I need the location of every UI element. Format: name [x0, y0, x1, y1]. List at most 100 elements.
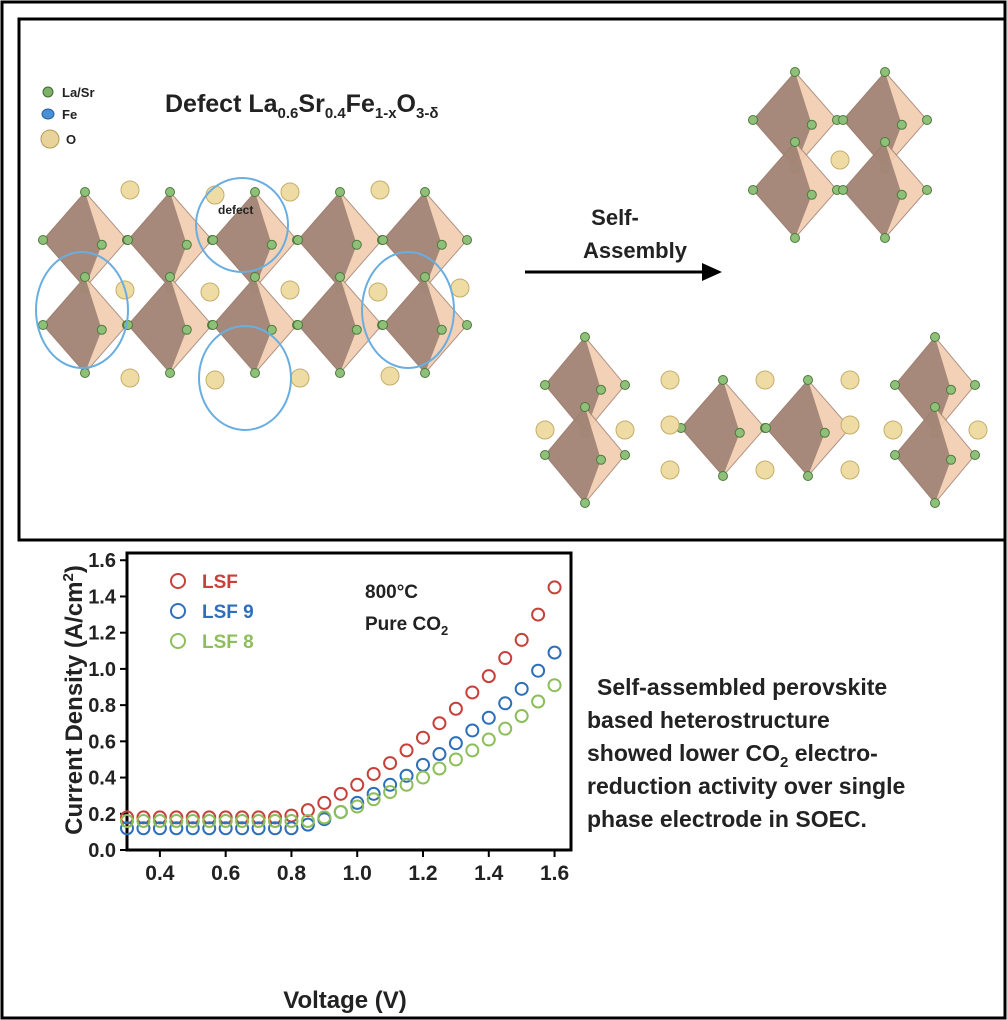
la-sr-atom: [880, 137, 890, 147]
la-sr-atom: [96, 239, 107, 250]
la-sr-atom: [420, 368, 430, 378]
arrow-label: Assembly: [583, 238, 688, 263]
la-sr-atom: [580, 332, 590, 342]
octahedron-face: [895, 407, 951, 503]
la-sr-atom: [734, 427, 745, 438]
data-point: [514, 632, 529, 647]
defect-circle: [361, 251, 455, 369]
data-point: [120, 821, 134, 836]
la-sr-atom: [790, 137, 800, 147]
o-atom: [205, 185, 225, 205]
la-sr-atom: [930, 402, 940, 412]
data-point: [399, 743, 414, 758]
data-point: [185, 810, 200, 825]
la-sr-atom: [946, 454, 956, 465]
o-atom: [450, 278, 470, 298]
la-sr-atom: [165, 187, 175, 197]
data-point: [169, 821, 184, 836]
la-sr-atom: [896, 189, 907, 200]
octahedron-face: [545, 407, 601, 503]
data-point: [399, 777, 414, 792]
y-tick-label: 1.6: [88, 550, 116, 572]
la-sr-atom: [580, 498, 590, 508]
x-tick-label: 0.8: [277, 862, 307, 885]
legend-label: La/Sr: [62, 85, 95, 100]
data-point: [268, 821, 282, 836]
data-point: [185, 814, 200, 829]
data-point: [383, 756, 398, 771]
data-point: [547, 645, 562, 660]
data-point: [531, 663, 546, 678]
data-point: [251, 821, 266, 836]
chart: Voltage (V) Current Density (A/cm2) 800°…: [60, 550, 573, 1014]
y-axis-label: Current Density (A/cm2): [60, 565, 88, 835]
x-tick-label: 1.0: [343, 862, 372, 885]
data-point: [350, 795, 365, 810]
data-point: [498, 651, 513, 666]
annotation: 800°C: [365, 582, 418, 603]
data-point: [235, 810, 250, 825]
o-atom: [368, 282, 388, 302]
data-point: [202, 821, 217, 836]
data-point: [120, 810, 134, 825]
la-sr-atom: [838, 185, 848, 195]
data-point: [514, 681, 529, 696]
la-sr-atom: [436, 324, 447, 335]
plot-frame: [125, 551, 573, 852]
la-sr-atom: [803, 375, 813, 385]
data-point: [317, 795, 332, 810]
o-atom: [883, 420, 903, 440]
legend-marker: [170, 633, 186, 649]
data-point: [152, 810, 167, 825]
la-sr-atom: [96, 324, 107, 335]
la-sr-atom: [38, 235, 48, 245]
la-sr-atom: [922, 115, 932, 125]
la-sr-atom: [462, 320, 472, 330]
octahedron-face: [43, 192, 102, 288]
la-sr-atom: [250, 187, 260, 197]
o-atom: [840, 370, 860, 390]
data-point: [448, 736, 463, 751]
octahedron-face: [43, 277, 102, 373]
caption-line: showed lower CO2 electro-: [587, 740, 878, 771]
la-sr-atom: [123, 235, 133, 245]
data-point: [284, 814, 299, 829]
la-sr-atom: [420, 187, 430, 197]
la-sr-atom: [620, 380, 630, 390]
data-point: [465, 685, 480, 700]
data-point: [268, 810, 282, 825]
legend-label: Fe: [62, 107, 77, 122]
y-tick-label: 0.2: [88, 804, 116, 826]
y-tick-label: 1.2: [88, 623, 116, 645]
la-sr-atom: [596, 454, 606, 465]
data-point: [547, 580, 562, 595]
o-atom: [290, 368, 310, 388]
y-tick-label: 0.8: [88, 695, 116, 717]
o-atom: [840, 415, 860, 435]
la-sr-atom: [930, 332, 940, 342]
data-point: [481, 710, 496, 725]
la-sr-atom: [351, 324, 362, 335]
data-point: [383, 785, 398, 800]
la-sr-atom: [761, 423, 771, 433]
defect-circle: [195, 177, 289, 273]
legend-icon: [41, 108, 55, 120]
la-sr-atom: [250, 272, 260, 282]
data-point: [366, 786, 381, 801]
octahedron-face: [766, 380, 825, 476]
y-tick-label: 1.4: [88, 586, 117, 608]
o-atom: [968, 420, 988, 440]
la-sr-atom: [378, 235, 388, 245]
o-atom: [660, 370, 680, 390]
data-point: [366, 766, 381, 781]
data-point: [152, 821, 167, 836]
la-sr-atom: [596, 384, 606, 395]
la-sr-atom: [930, 498, 940, 508]
la-sr-atom: [806, 189, 817, 200]
data-point: [465, 723, 480, 738]
la-sr-atom: [540, 450, 550, 460]
la-sr-atom: [970, 380, 980, 390]
legend-icon: [42, 86, 54, 98]
la-sr-atom: [181, 324, 192, 335]
